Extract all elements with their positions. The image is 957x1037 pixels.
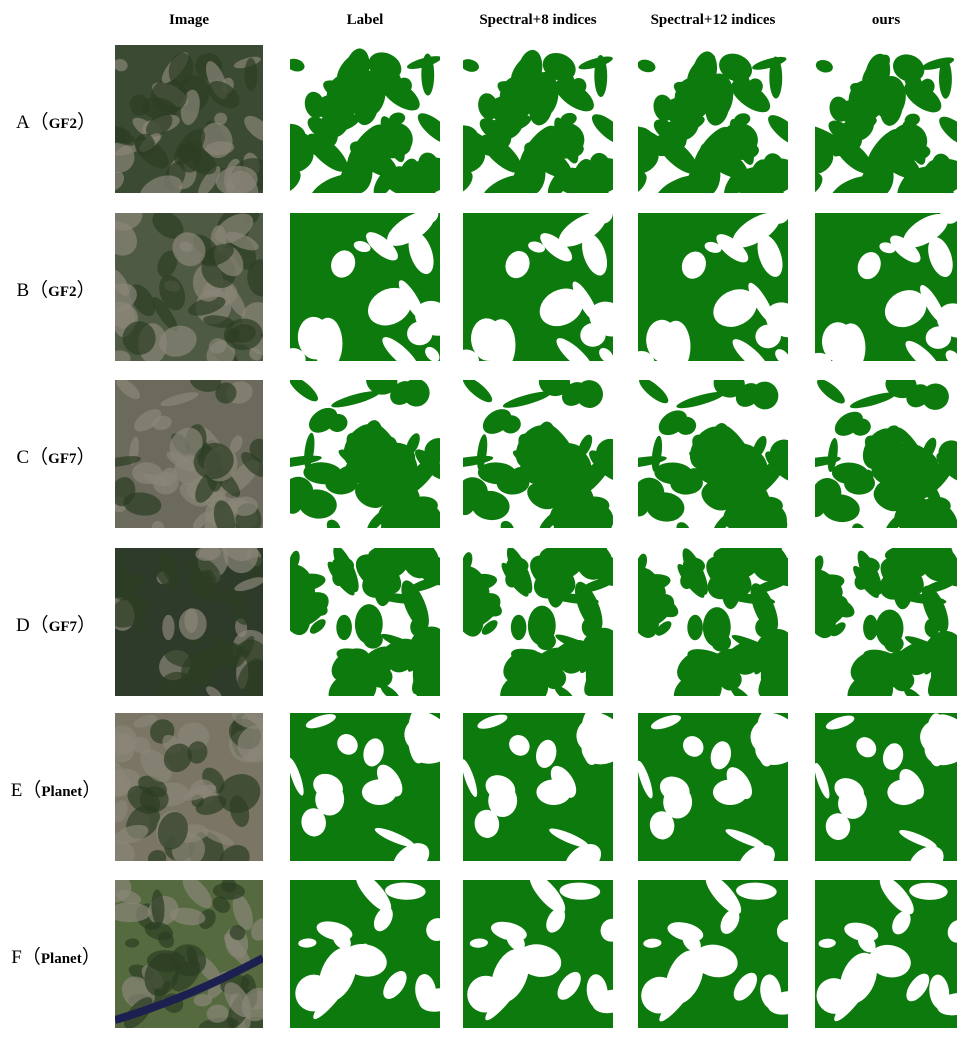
mask-image [463, 45, 613, 193]
row-label-sensor: GF2 [48, 284, 76, 300]
row-label-sensor: GF7 [49, 619, 77, 635]
mask-image [815, 45, 957, 193]
row-label-suffix: ） [77, 280, 96, 301]
column-header: Spectral+8 indices [443, 12, 633, 29]
row-label: B（GF2） [0, 275, 112, 302]
satellite-image [115, 880, 263, 1028]
mask-image [638, 213, 788, 361]
row-label-prefix: B（ [16, 280, 48, 301]
mask-image [290, 213, 440, 361]
satellite-image [115, 213, 263, 361]
row-label-prefix: D（ [16, 615, 49, 636]
row-label-suffix: ） [82, 947, 101, 968]
mask-image [815, 213, 957, 361]
row-label: F（Planet） [0, 942, 112, 969]
mask-image [463, 713, 613, 861]
mask-image [815, 380, 957, 528]
row-label-suffix: ） [77, 447, 96, 468]
figure: ImageLabelSpectral+8 indicesSpectral+12 … [0, 0, 957, 1037]
mask-image [815, 880, 957, 1028]
mask-image [638, 880, 788, 1028]
column-header: Image [94, 12, 284, 29]
mask-image [290, 380, 440, 528]
row-label-sensor: Planet [41, 784, 82, 800]
mask-image [638, 548, 788, 696]
row-label-prefix: C（ [16, 447, 48, 468]
mask-image [463, 213, 613, 361]
mask-image [290, 713, 440, 861]
mask-image [290, 880, 440, 1028]
mask-image [290, 45, 440, 193]
row-label-suffix: ） [77, 615, 96, 636]
row-label: A（GF2） [0, 107, 112, 134]
row-label: E（Planet） [0, 775, 112, 802]
mask-image [638, 380, 788, 528]
row-label: C（GF7） [0, 442, 112, 469]
mask-image [463, 380, 613, 528]
row-label-prefix: F（ [11, 947, 41, 968]
column-header: ours [791, 12, 957, 29]
mask-image [463, 880, 613, 1028]
mask-image [290, 548, 440, 696]
satellite-image [115, 380, 263, 528]
row-label-prefix: A（ [16, 112, 49, 133]
mask-image [463, 548, 613, 696]
mask-image [638, 45, 788, 193]
row-label: D（GF7） [0, 610, 112, 637]
row-label-suffix: ） [82, 780, 101, 801]
row-label-sensor: Planet [41, 951, 82, 967]
satellite-image [115, 548, 263, 696]
row-label-prefix: E（ [11, 780, 42, 801]
column-header: Spectral+12 indices [618, 12, 808, 29]
mask-image [638, 713, 788, 861]
row-label-suffix: ） [77, 112, 96, 133]
satellite-image [115, 45, 263, 193]
satellite-image [115, 713, 263, 861]
mask-image [815, 713, 957, 861]
row-label-sensor: GF7 [48, 451, 76, 467]
row-label-sensor: GF2 [49, 116, 77, 132]
mask-image [815, 548, 957, 696]
column-header: Label [270, 12, 460, 29]
